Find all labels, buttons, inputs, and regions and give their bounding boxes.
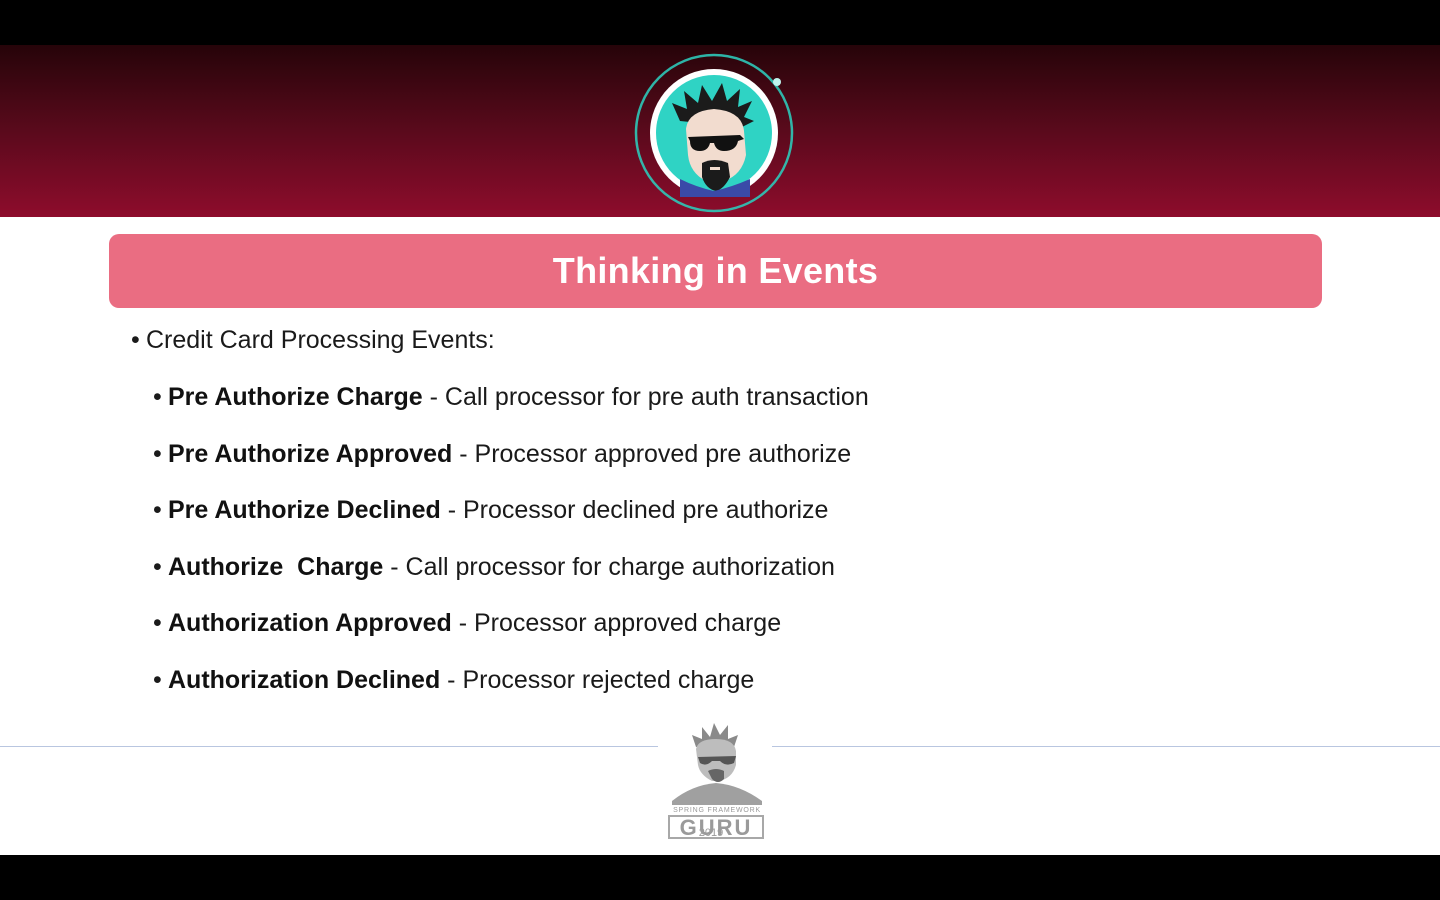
bullet-dot: • xyxy=(153,440,162,468)
main-bullet-text: Credit Card Processing Events: xyxy=(146,326,495,354)
event-description: - Call processor for charge authorizatio… xyxy=(383,553,835,581)
event-description: - Call processor for pre auth transactio… xyxy=(422,383,869,411)
bullet-dot: • xyxy=(153,609,162,637)
event-item: • Pre Authorize Charge - Call processor f… xyxy=(153,383,869,412)
event-item: • Authorize Charge - Call processor for c… xyxy=(153,553,835,582)
bullet-dot: • xyxy=(153,553,162,581)
footer-year: 2019 xyxy=(698,827,724,839)
event-description: - Processor approved charge xyxy=(451,609,782,637)
event-name: Pre Authorize Charge xyxy=(168,383,423,411)
event-name: Pre Authorize Declined xyxy=(168,496,441,524)
logo-wordmark: GURU xyxy=(680,815,753,840)
footer-divider-right xyxy=(772,746,1440,747)
footer-divider-left xyxy=(0,746,658,747)
title-bar: Thinking in Events xyxy=(109,234,1322,308)
event-item: • Authorization Declined - Processor reje… xyxy=(153,666,754,695)
bullet-dot: • xyxy=(153,383,162,411)
event-item: • Pre Authorize Approved - Processor appr… xyxy=(153,440,851,469)
main-bullet: • Credit Card Processing Events: xyxy=(131,326,495,355)
event-name: Authorization Approved xyxy=(168,609,452,637)
bullet-dot: • xyxy=(153,666,162,694)
event-description: - Processor approved pre authorize xyxy=(452,440,852,468)
bullet-dot: • xyxy=(153,496,162,524)
event-description: - Processor rejected charge xyxy=(440,666,755,694)
event-name: Authorize Charge xyxy=(168,553,384,581)
slide-title: Thinking in Events xyxy=(552,250,879,291)
event-item: • Pre Authorize Declined - Processor decl… xyxy=(153,496,828,525)
event-description: - Processor declined pre authorize xyxy=(440,496,829,524)
event-name: Authorization Declined xyxy=(168,666,441,694)
avatar-logo-icon xyxy=(634,53,794,213)
spring-framework-guru-logo-icon: SPRING FRAMEWORK SPRING FRAMEWORK GURU xyxy=(668,723,764,840)
logo-tagline: SPRING FRAMEWORK xyxy=(673,807,761,814)
event-item: • Authorization Approved - Processor appr… xyxy=(153,609,781,638)
event-name: Pre Authorize Approved xyxy=(168,440,453,468)
bullet-dot: • xyxy=(131,326,140,354)
slide: Thinking in Events • Credit Card Processi… xyxy=(0,45,1440,855)
